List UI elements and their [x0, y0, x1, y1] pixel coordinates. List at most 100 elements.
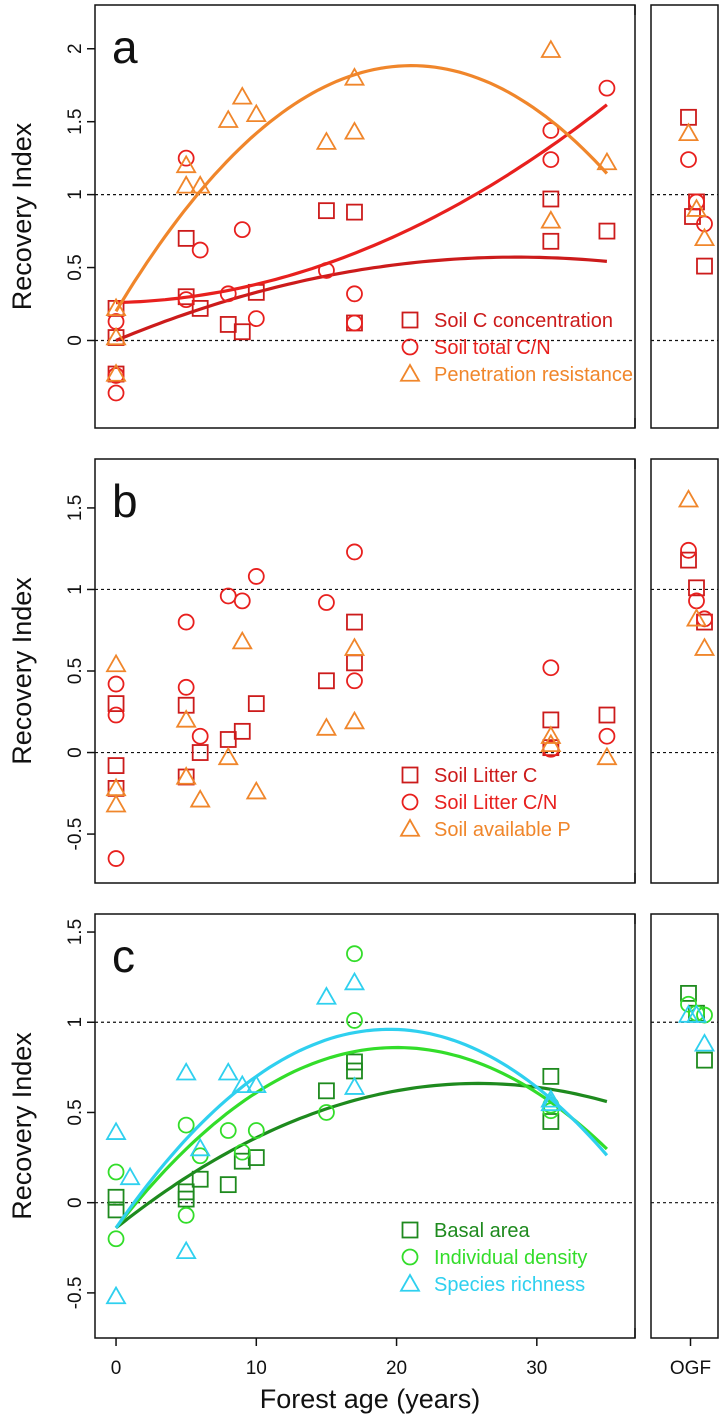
- data-point-triangle: [693, 637, 716, 656]
- data-point-circle: [247, 1122, 265, 1139]
- data-point-square: [107, 757, 125, 774]
- data-point-triangle: [189, 789, 211, 808]
- data-point-circle: [233, 221, 251, 239]
- data-point-circle: [542, 122, 560, 139]
- data-point-square: [346, 654, 363, 672]
- data-point-square: [346, 1053, 363, 1071]
- data-point-circle: [191, 241, 209, 259]
- data-point-triangle: [685, 198, 708, 217]
- x-tick-label: 30: [526, 1358, 547, 1379]
- data-point-triangle: [693, 1033, 716, 1052]
- legend-entry: Penetration resistance: [399, 363, 633, 386]
- data-point-triangle: [231, 86, 253, 105]
- data-point-triangle: [189, 1137, 211, 1157]
- data-point-square: [107, 695, 125, 713]
- ogf-frame: [650, 4, 719, 429]
- data-point-triangle: [540, 1089, 562, 1108]
- data-point-circle: [542, 151, 560, 169]
- data-point-triangle: [540, 210, 562, 229]
- data-point-square: [177, 229, 195, 247]
- data-point-triangle: [245, 780, 267, 800]
- data-point-circle: [346, 945, 363, 963]
- data-point-circle: [107, 367, 125, 384]
- data-point-triangle: [105, 1121, 127, 1140]
- data-point-square: [219, 1176, 237, 1194]
- data-point-square: [401, 1221, 419, 1239]
- data-point-triangle: [343, 637, 366, 656]
- data-point-triangle: [685, 1004, 708, 1023]
- panel-letter: a: [112, 21, 138, 73]
- data-point-square: [219, 731, 237, 748]
- data-point-triangle: [596, 151, 618, 171]
- data-point-square: [696, 1051, 713, 1069]
- data-point-circle: [177, 1206, 195, 1224]
- data-point-triangle: [677, 488, 700, 508]
- series-circle: [107, 945, 713, 1248]
- data-point-triangle: [399, 818, 421, 837]
- data-point-triangle: [315, 131, 337, 150]
- data-point-triangle: [245, 103, 267, 123]
- data-point-circle: [219, 285, 237, 303]
- data-point-square: [696, 257, 713, 275]
- y-tick-label: -0.5: [65, 1277, 86, 1310]
- data-point-triangle: [105, 1285, 127, 1305]
- legend-label: Individual density: [434, 1247, 587, 1269]
- data-point-square: [107, 1188, 125, 1206]
- y-tick-label: 0: [65, 335, 86, 346]
- data-point-circle: [107, 850, 125, 867]
- data-point-square: [247, 1149, 265, 1166]
- data-point-circle: [346, 314, 363, 332]
- data-point-triangle: [399, 363, 421, 382]
- legend-label: Soil available P: [434, 819, 571, 841]
- data-point-circle: [177, 149, 195, 167]
- data-point-circle: [346, 672, 363, 690]
- data-point-triangle: [175, 1240, 197, 1260]
- data-point-triangle: [540, 39, 562, 58]
- data-point-square: [219, 316, 237, 333]
- data-point-triangle: [399, 1273, 421, 1292]
- y-tick-label: -0.5: [65, 818, 86, 851]
- data-point-triangle: [540, 733, 562, 753]
- panel-a: 0 0.5 1 1.5 2 Recovery Index a Soil C concentra…: [7, 3, 719, 430]
- series-triangle: [105, 39, 716, 382]
- data-point-triangle: [119, 1166, 141, 1186]
- data-point-square: [401, 766, 419, 784]
- ogf-frame: [650, 913, 719, 1339]
- data-point-triangle: [231, 1074, 253, 1094]
- data-point-triangle: [677, 122, 700, 142]
- y-tick-label: 0: [65, 1197, 86, 1208]
- legend-entry: Soil total C/N: [401, 337, 551, 359]
- data-point-square: [191, 299, 209, 317]
- legend-label: Basal area: [434, 1220, 530, 1242]
- data-point-circle: [233, 592, 251, 610]
- data-point-triangle: [175, 709, 197, 728]
- data-point-triangle: [343, 710, 366, 730]
- data-point-triangle: [105, 326, 127, 346]
- data-point-square: [688, 579, 705, 597]
- data-point-circle: [107, 384, 125, 402]
- data-point-triangle: [105, 793, 127, 813]
- data-point-square: [346, 613, 363, 631]
- series-triangle: [105, 971, 716, 1305]
- plot-frame: [94, 4, 636, 429]
- data-point-circle: [233, 1143, 251, 1161]
- fit-curve: [115, 103, 608, 305]
- data-point-triangle: [315, 986, 337, 1005]
- x-tick-label: 10: [246, 1358, 267, 1379]
- x-tick-label: 20: [386, 1358, 407, 1379]
- data-point-circle: [680, 151, 697, 169]
- data-point-triangle: [189, 175, 211, 194]
- x-tick-label: 0: [111, 1358, 122, 1379]
- legend-entry: Soil available P: [399, 818, 571, 841]
- data-point-square: [318, 1082, 335, 1100]
- data-point-circle: [401, 793, 419, 811]
- data-point-circle: [191, 727, 209, 745]
- data-point-circle: [346, 285, 363, 303]
- legend-label: Soil Litter C/N: [434, 792, 557, 814]
- data-point-triangle: [693, 227, 716, 247]
- y-tick-label: 1: [65, 189, 86, 200]
- data-point-triangle: [231, 630, 253, 650]
- data-point-square: [107, 1201, 125, 1219]
- legend-entry: Individual density: [401, 1247, 587, 1269]
- data-point-square: [542, 1113, 560, 1130]
